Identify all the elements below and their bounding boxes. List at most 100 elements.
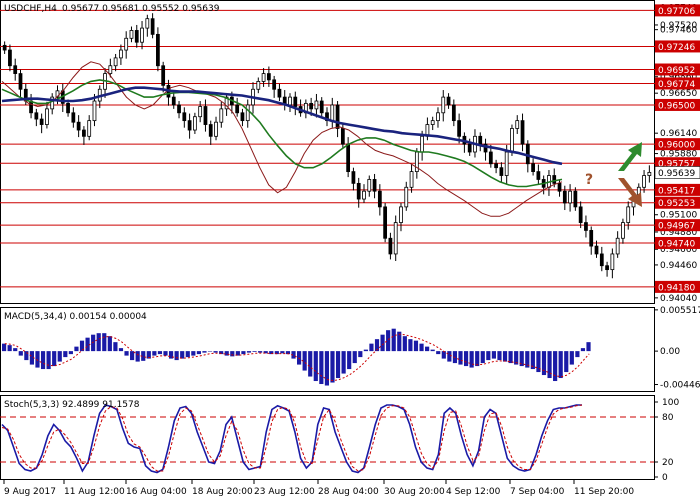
x-tick-label: 11 Sep 20:00: [574, 487, 634, 497]
candle-body: [430, 120, 435, 125]
candle-body: [446, 96, 451, 106]
macd-bar: [107, 336, 112, 352]
candle-body: [531, 163, 535, 173]
macd-bar: [447, 351, 452, 362]
macd-bar: [174, 351, 179, 361]
macd-bar: [536, 351, 541, 373]
candle-body: [29, 100, 33, 114]
macd-bar: [219, 351, 224, 355]
candle-body: [224, 96, 229, 110]
macd-bar: [46, 351, 51, 370]
candle-body: [214, 121, 218, 137]
candle-body: [150, 18, 155, 35]
candle-body: [177, 104, 181, 114]
candle-body: [219, 108, 224, 123]
macd-bar: [196, 351, 201, 355]
candle-body: [288, 96, 292, 106]
candle-body: [399, 206, 403, 223]
y-tick-label: 0.96140: [660, 129, 697, 139]
candle-body: [557, 182, 562, 192]
price-y-axis: 0.977400.975200.974600.972200.968600.966…: [654, 4, 700, 304]
current-price-label: 0.95639: [658, 169, 695, 179]
level-tag: [655, 138, 700, 151]
level-tag-label: 0.95757: [658, 160, 695, 170]
macd-bar: [391, 328, 396, 352]
time-axis: 9 Aug 2017 11 Aug 12:00 16 Aug 04:00 18 Aug…: [3, 480, 634, 497]
level-tag-label: 0.96774: [658, 80, 695, 90]
macd-bar: [508, 351, 513, 364]
candle-body: [156, 33, 160, 67]
macd-y-tick-label: 0.005517: [660, 306, 700, 316]
macd-bar: [163, 351, 168, 356]
candle-body: [562, 190, 567, 204]
macd-bar: [486, 351, 491, 361]
stoch-signal-line: [1, 404, 583, 472]
candle-body: [39, 118, 44, 125]
macd-bar: [553, 351, 558, 382]
candle-body: [71, 112, 76, 123]
macd-bar: [386, 330, 391, 352]
level-tag: [655, 40, 700, 53]
macd-y-axis: 0.005517 0.00 -0.004467: [654, 306, 700, 391]
macd-bar: [575, 351, 580, 358]
macd-bar: [246, 351, 252, 353]
candle-body: [441, 96, 446, 114]
macd-bar: [436, 351, 441, 355]
candle-body: [261, 73, 266, 82]
macd-bar: [274, 351, 279, 355]
macd-bar: [224, 351, 229, 356]
candle-body: [145, 18, 150, 29]
macd-bar: [569, 351, 574, 365]
price-candles: [2, 13, 652, 279]
macd-bar: [2, 343, 7, 352]
macd-bar: [135, 351, 140, 362]
macd-bar: [430, 349, 435, 352]
macd-bar: [68, 351, 73, 355]
y-tick-label: 0.95100: [660, 211, 697, 221]
candle-body: [134, 30, 139, 43]
stoch-y-tick-label: 0: [662, 473, 668, 483]
macd-bar: [497, 351, 502, 361]
macd-bar: [118, 348, 124, 352]
macd-bar: [102, 333, 107, 352]
candle-body: [45, 108, 49, 125]
symbol-label: USDCHF,H4: [4, 4, 57, 14]
macd-bar: [480, 351, 485, 364]
level-tag: [655, 63, 700, 76]
candle-body: [34, 112, 39, 120]
macd-bar: [191, 351, 196, 356]
candle-body: [319, 100, 324, 114]
macd-bar: [308, 351, 313, 377]
ma-slow-line: [1, 86, 563, 166]
macd-bar: [124, 351, 129, 356]
candle-body: [8, 49, 12, 67]
level-tag-label: 0.97706: [658, 7, 695, 17]
macd-bar: [586, 342, 591, 352]
candle-body: [13, 65, 18, 74]
macd-bar: [13, 348, 18, 352]
macd-bar: [319, 351, 324, 385]
candle-body: [87, 120, 92, 137]
level-tag-label: 0.95417: [658, 186, 695, 196]
macd-bar: [302, 351, 307, 371]
macd-bar: [40, 351, 46, 370]
macd-bar: [463, 351, 469, 367]
x-tick-label: 9 Aug 2017: [4, 487, 56, 497]
candle-body: [182, 112, 187, 122]
level-tag-label: 0.94740: [658, 239, 695, 249]
x-tick-label: 28 Aug 04:00: [318, 487, 379, 497]
candle-body: [568, 190, 572, 204]
price-annotations: ?: [585, 142, 642, 207]
candle-body: [351, 171, 356, 184]
macd-y-tick-label: -0.004467: [660, 381, 700, 391]
macd-bar: [258, 351, 263, 353]
candle-body: [18, 73, 23, 90]
macd-bar: [580, 348, 586, 352]
level-tag: [655, 4, 700, 17]
level-tag: [655, 98, 700, 111]
macd-bar: [491, 351, 496, 359]
macd-bar: [230, 351, 235, 357]
candle-body: [340, 128, 345, 145]
candle-body: [50, 96, 55, 110]
candle-body: [494, 163, 498, 169]
